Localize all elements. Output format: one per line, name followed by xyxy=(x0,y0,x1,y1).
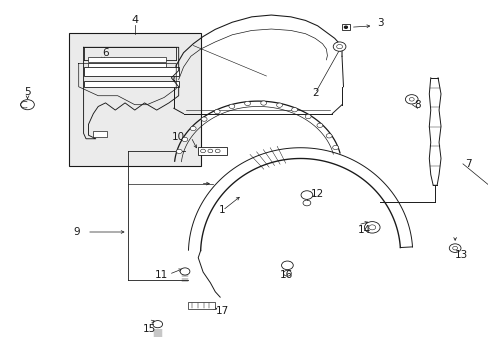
Bar xyxy=(83,81,178,87)
Bar xyxy=(198,147,227,155)
Bar xyxy=(88,63,166,67)
Text: 6: 6 xyxy=(102,48,109,58)
Text: 11: 11 xyxy=(155,270,168,280)
Bar xyxy=(341,24,349,30)
Circle shape xyxy=(332,145,338,150)
Text: 3: 3 xyxy=(376,18,383,28)
Text: 1: 1 xyxy=(219,206,225,216)
Text: 13: 13 xyxy=(454,250,467,260)
Circle shape xyxy=(283,270,291,276)
Text: 5: 5 xyxy=(24,87,31,97)
Bar xyxy=(188,302,215,309)
Text: 16: 16 xyxy=(279,270,292,280)
Bar xyxy=(88,57,166,62)
Circle shape xyxy=(201,117,206,121)
Text: 15: 15 xyxy=(142,324,156,334)
Circle shape xyxy=(281,261,293,270)
Bar xyxy=(93,131,107,137)
Circle shape xyxy=(190,126,196,131)
Circle shape xyxy=(301,191,312,199)
Circle shape xyxy=(182,137,187,141)
Bar xyxy=(69,33,200,166)
Circle shape xyxy=(176,149,182,154)
Text: 14: 14 xyxy=(357,225,370,235)
Circle shape xyxy=(332,42,345,51)
Circle shape xyxy=(215,149,220,153)
Circle shape xyxy=(303,200,310,206)
Text: 10: 10 xyxy=(172,132,185,142)
Circle shape xyxy=(316,123,322,127)
Text: 2: 2 xyxy=(311,88,318,98)
Circle shape xyxy=(364,222,379,233)
Circle shape xyxy=(344,26,346,28)
Circle shape xyxy=(368,225,375,230)
Circle shape xyxy=(214,109,220,114)
Circle shape xyxy=(325,134,331,138)
Circle shape xyxy=(20,100,34,110)
Circle shape xyxy=(305,114,310,119)
Circle shape xyxy=(244,101,250,105)
Circle shape xyxy=(336,44,342,49)
Circle shape xyxy=(408,98,413,101)
Circle shape xyxy=(452,246,457,250)
Bar xyxy=(83,67,178,76)
Circle shape xyxy=(405,95,417,104)
Circle shape xyxy=(200,149,205,153)
Circle shape xyxy=(291,108,297,112)
Circle shape xyxy=(180,268,189,275)
Text: 7: 7 xyxy=(465,159,471,169)
Circle shape xyxy=(153,320,162,328)
Circle shape xyxy=(276,103,282,107)
Text: 17: 17 xyxy=(216,306,229,316)
Text: 4: 4 xyxy=(131,15,138,26)
Circle shape xyxy=(448,244,460,252)
Text: 9: 9 xyxy=(73,227,80,237)
Circle shape xyxy=(207,149,212,153)
Circle shape xyxy=(260,101,266,105)
Circle shape xyxy=(228,104,234,108)
Text: 12: 12 xyxy=(310,189,324,199)
Text: 8: 8 xyxy=(413,100,420,110)
